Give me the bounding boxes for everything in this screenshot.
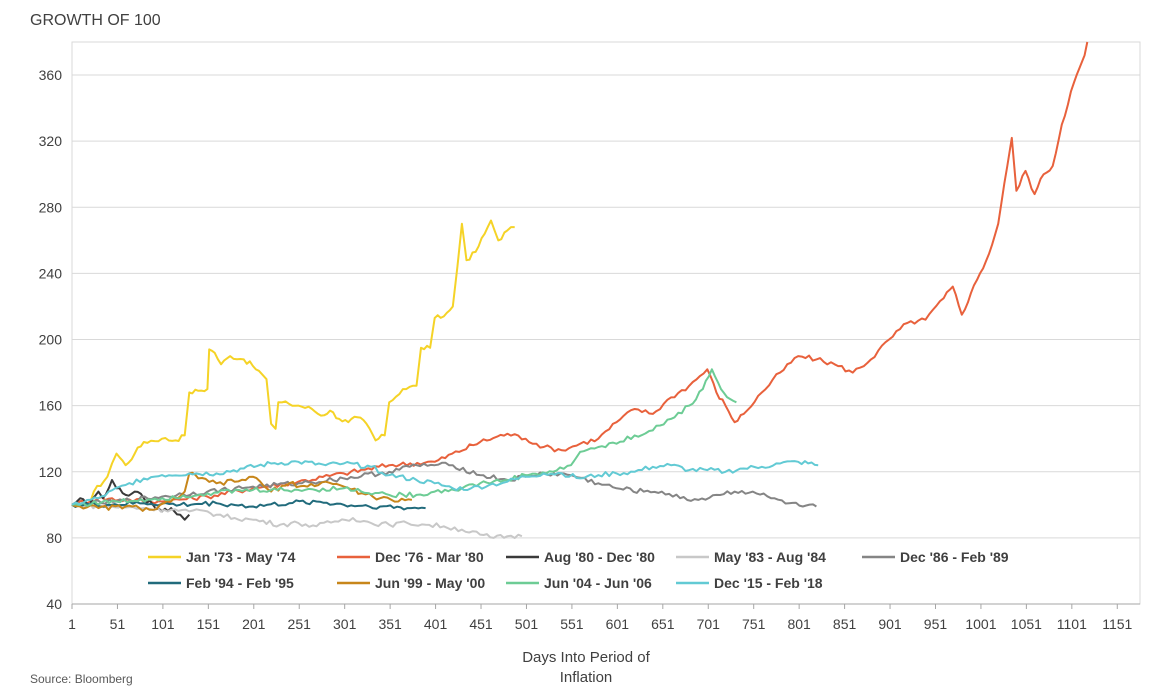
series-line-0 (71, 219, 515, 508)
legend-label-1: Dec '76 - Mar '80 (375, 549, 484, 565)
y-tick-160: 160 (39, 398, 63, 414)
x-axis-label: Days Into Period of Inflation (486, 648, 686, 688)
y-tick-360: 360 (39, 67, 63, 83)
legend-label-0: Jan '73 - May '74 (186, 549, 296, 565)
y-tick-280: 280 (39, 199, 63, 215)
x-tick-101: 101 (151, 616, 175, 632)
x-tick-801: 801 (787, 616, 811, 632)
x-axis-label-line2: Inflation (559, 669, 613, 686)
source-note: Source: Bloomberg (30, 672, 133, 686)
x-tick-551: 551 (560, 616, 584, 632)
x-tick-1101: 1101 (1057, 616, 1087, 632)
x-tick-401: 401 (424, 616, 448, 632)
y-tick-120: 120 (39, 464, 63, 480)
legend-label-3: May '83 - Aug '84 (714, 549, 826, 565)
x-tick-labels: 1 51 101 151 201 251 301 351 401 451 501 551 601 651 7… (68, 616, 1132, 632)
x-axis-label-line1: Days Into Period of (522, 649, 650, 666)
x-tick-751: 751 (742, 616, 766, 632)
legend: Jan '73 - May '74 Dec '76 - Mar '80 Aug '8… (140, 543, 1050, 595)
legend-label-8: Dec '15 - Feb '18 (714, 575, 823, 591)
plot-frame (71, 41, 1141, 605)
legend-label-4: Dec '86 - Feb '89 (900, 549, 1009, 565)
series-lines (71, 41, 1089, 539)
x-tick-1: 1 (68, 616, 76, 632)
legend-label-2: Aug '80 - Dec '80 (544, 549, 655, 565)
y-tick-40: 40 (46, 596, 62, 612)
legend-label-7: Jun '04 - Jun '06 (544, 575, 652, 591)
legend-box (140, 543, 1050, 595)
x-tick-301: 301 (333, 616, 357, 632)
legend-label-5: Feb '94 - Feb '95 (186, 575, 294, 591)
x-tick-151: 151 (197, 616, 221, 632)
x-tick-951: 951 (924, 616, 948, 632)
x-tick-601: 601 (606, 616, 630, 632)
series-line-5 (71, 499, 426, 511)
x-tick-651: 651 (651, 616, 675, 632)
series-line-8 (71, 460, 819, 506)
x-tick-701: 701 (697, 616, 721, 632)
axes (71, 41, 1141, 609)
y-tick-labels: 40 80 120 160 200 240 280 320 360 (39, 67, 63, 612)
x-tick-251: 251 (288, 616, 312, 632)
x-tick-351: 351 (378, 616, 402, 632)
legend-label-6: Jun '99 - May '00 (375, 575, 485, 591)
x-tick-851: 851 (833, 616, 857, 632)
x-tick-201: 201 (242, 616, 266, 632)
x-tick-51: 51 (110, 616, 126, 632)
x-tick-501: 501 (515, 616, 539, 632)
chart-title: GROWTH OF 100 (30, 12, 161, 29)
x-tick-451: 451 (469, 616, 493, 632)
x-tick-1001: 1001 (965, 616, 996, 632)
series-line-7 (71, 368, 737, 507)
y-tick-320: 320 (39, 133, 63, 149)
gridlines (72, 74, 1140, 539)
y-tick-200: 200 (39, 332, 63, 348)
y-tick-240: 240 (39, 265, 63, 281)
y-tick-80: 80 (46, 530, 62, 546)
x-tick-901: 901 (878, 616, 902, 632)
x-tick-1051: 1051 (1011, 616, 1042, 632)
x-tick-1151: 1151 (1102, 616, 1132, 632)
